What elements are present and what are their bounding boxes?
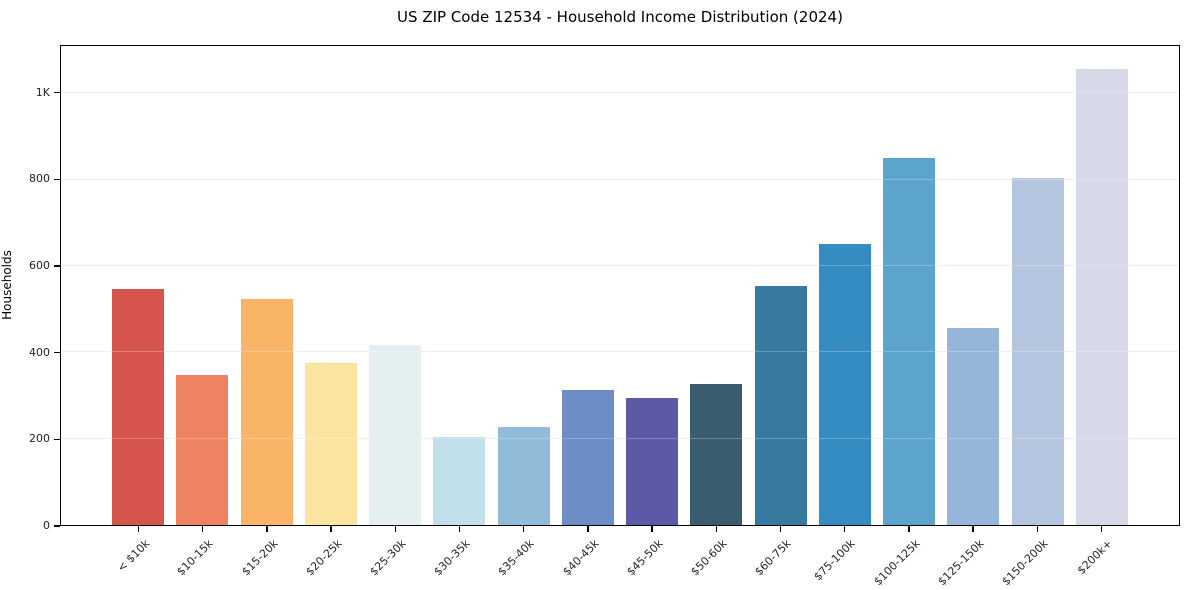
- y-tick-mark-0: [54, 525, 60, 527]
- x-tick-label-$150-200k: $150-200k: [999, 537, 1051, 589]
- bar-$20-25k: [304, 362, 357, 525]
- bar-< $10k: [112, 288, 165, 525]
- x-tick-mark: [202, 526, 204, 532]
- y-tick-mark-1K: [54, 91, 60, 94]
- x-tick-label-$20-25k: $20-25k: [303, 537, 345, 579]
- bar-slot: [620, 46, 684, 525]
- bar-slot: [877, 46, 941, 525]
- y-tick-label-800: 800: [29, 172, 50, 186]
- y-tick-mark-200: [54, 438, 60, 441]
- bar-$15-20k: [240, 299, 293, 525]
- bar-slot: [556, 46, 620, 525]
- x-tick-label-$125-150k: $125-150k: [935, 537, 987, 589]
- y-tick-label-0: 0: [43, 519, 50, 532]
- x-tick-label-$45-50k: $45-50k: [624, 537, 666, 579]
- x-tick-mark: [458, 526, 461, 532]
- bar-slot: [427, 46, 491, 525]
- x-tick-mark: [651, 526, 653, 532]
- x-tick-mark: [843, 526, 846, 532]
- x-tick-label-$10-15k: $10-15k: [174, 537, 216, 579]
- x-tick-label-$15-20k: $15-20k: [238, 537, 281, 579]
- bar-slot: [1070, 46, 1134, 525]
- y-tick-label-1K: 1K: [35, 85, 50, 99]
- x-tick-mark: [137, 526, 140, 532]
- x-tick-label-$100-125k: $100-125k: [870, 537, 923, 589]
- bar-slot: [813, 46, 877, 525]
- bar-slot: [363, 46, 427, 525]
- bar-$100-125k: [883, 157, 936, 525]
- bar-$150-200k: [1011, 178, 1064, 525]
- y-tick-label-200: 200: [29, 432, 50, 446]
- x-tick-label-$75-100k: $75-100k: [811, 537, 858, 584]
- y-tick-label-600: 600: [29, 259, 50, 272]
- x-tick-mark: [330, 526, 332, 532]
- bar-slot: [1006, 46, 1070, 525]
- bar-slot: [749, 46, 813, 525]
- y-tick-label-400: 400: [29, 345, 50, 359]
- bar-slot: [299, 46, 363, 525]
- x-tick-label-$35-40k: $35-40k: [495, 537, 537, 579]
- x-tick-label-$60-75k: $60-75k: [752, 537, 794, 579]
- x-tick-mark: [972, 526, 974, 532]
- bar-slot: [941, 46, 1005, 525]
- x-tick-label-< $10k: < $10k: [114, 537, 152, 575]
- bar-slot: [235, 46, 299, 525]
- bar-$30-35k: [433, 436, 486, 525]
- x-tick-mark: [394, 526, 397, 532]
- x-tick-label-$25-30k: $25-30k: [367, 537, 409, 579]
- bar-slot: [492, 46, 556, 525]
- bar-$35-40k: [497, 426, 550, 525]
- x-tick-mark: [587, 526, 589, 532]
- bar-slot: [684, 46, 748, 525]
- x-tick-mark: [1036, 526, 1038, 532]
- x-tick-label-$30-35k: $30-35k: [431, 537, 473, 579]
- x-tick-mark: [523, 526, 525, 532]
- x-tick-mark: [1100, 526, 1103, 532]
- x-tick-mark: [715, 526, 717, 532]
- plot-area: [60, 45, 1180, 526]
- bar-$45-50k: [626, 397, 679, 525]
- x-tick-mark: [908, 526, 910, 532]
- bar-$40-45k: [561, 389, 614, 525]
- bar-$75-100k: [818, 244, 871, 525]
- x-tick-label-$50-60k: $50-60k: [688, 537, 730, 579]
- bar-slot: [170, 46, 234, 525]
- y-tick-mark-600: [54, 265, 60, 267]
- y-tick-mark-400: [54, 351, 60, 354]
- bar-$50-60k: [690, 383, 743, 525]
- x-tick-label-$200k+: $200k+: [1074, 537, 1115, 578]
- bar-$60-75k: [754, 286, 807, 525]
- bar-$125-150k: [947, 328, 1000, 525]
- x-tick-mark: [266, 526, 268, 532]
- bar-$10-15k: [176, 375, 229, 525]
- chart-title: US ZIP Code 12534 - Household Income Dis…: [397, 8, 843, 26]
- y-tick-mark-800: [54, 178, 60, 181]
- bars-container: [61, 46, 1179, 525]
- bar-slot: [106, 46, 170, 525]
- x-tick-mark: [779, 526, 782, 532]
- bar-$25-30k: [369, 344, 422, 525]
- bar-$200k+: [1075, 69, 1128, 525]
- x-tick-label-$40-45k: $40-45k: [559, 537, 602, 579]
